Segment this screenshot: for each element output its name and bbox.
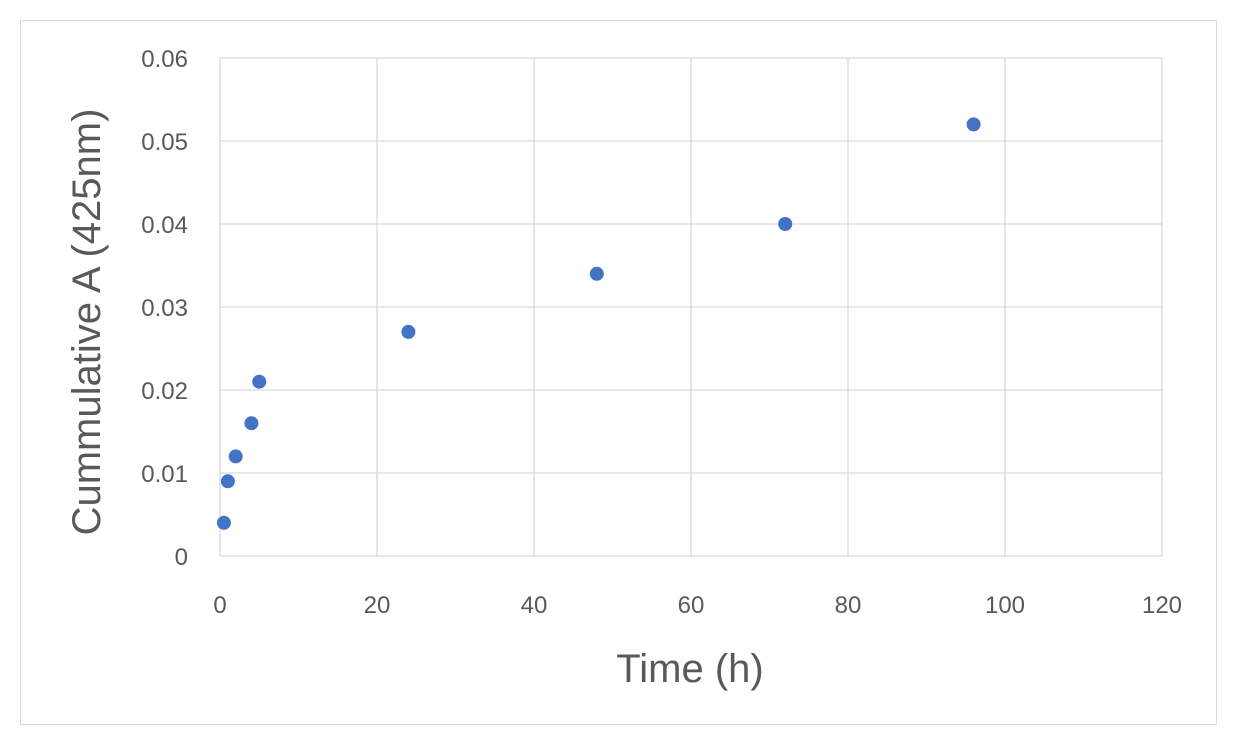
data-points <box>216 117 981 530</box>
x-axis-title: Time (h) <box>616 647 763 691</box>
data-point <box>589 266 604 281</box>
x-tick-label: 120 <box>1142 592 1182 619</box>
y-tick-label: 0.06 <box>141 46 188 73</box>
y-tick-label: 0.04 <box>141 212 188 239</box>
data-point <box>966 117 981 132</box>
y-tick-label: 0.02 <box>141 378 188 405</box>
x-tick-label: 40 <box>521 592 548 619</box>
data-point <box>244 416 259 431</box>
y-axis-ticks: 0 0.01 0.02 0.03 0.04 0.05 0.06 <box>141 46 188 571</box>
x-tick-label: 0 <box>213 592 226 619</box>
gridlines <box>219 57 1163 557</box>
y-tick-label: 0.05 <box>141 129 188 156</box>
y-tick-label: 0 <box>175 544 188 571</box>
y-tick-label: 0.01 <box>141 461 188 488</box>
data-point <box>778 217 793 231</box>
x-tick-label: 80 <box>835 592 862 619</box>
data-point <box>228 449 243 464</box>
x-tick-label: 20 <box>364 592 391 619</box>
x-axis-ticks: 0 20 40 60 80 100 120 <box>213 592 1182 619</box>
data-point <box>252 374 267 389</box>
x-tick-label: 100 <box>985 592 1025 619</box>
y-axis-title: Cummulative A (425nm) <box>65 109 109 536</box>
data-point <box>220 474 235 489</box>
data-point <box>216 515 231 530</box>
y-tick-label: 0.03 <box>141 295 188 322</box>
data-point <box>401 324 416 339</box>
x-tick-label: 60 <box>678 592 705 619</box>
